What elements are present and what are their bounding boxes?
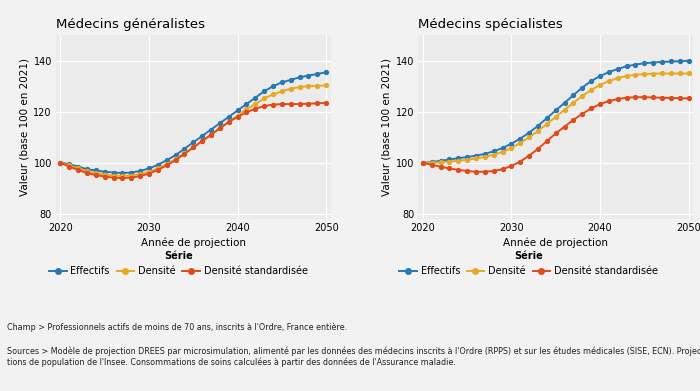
- Legend: Effectifs, Densité, Densité standardisée: Effectifs, Densité, Densité standardisée: [46, 247, 312, 280]
- Text: Sources > Modèle de projection DREES par microsimulation, alimenté par les donné: Sources > Modèle de projection DREES par…: [7, 346, 700, 366]
- Text: Médecins généralistes: Médecins généralistes: [56, 18, 205, 31]
- Y-axis label: Valeur (base 100 en 2021): Valeur (base 100 en 2021): [382, 58, 391, 196]
- Y-axis label: Valeur (base 100 en 2021): Valeur (base 100 en 2021): [19, 58, 29, 196]
- Text: Médecins spécialistes: Médecins spécialistes: [419, 18, 564, 31]
- Text: Champ > Professionnels actifs de moins de 70 ans, inscrits à l'Ordre, France ent: Champ > Professionnels actifs de moins d…: [7, 323, 347, 332]
- X-axis label: Année de projection: Année de projection: [141, 237, 246, 248]
- Legend: Effectifs, Densité, Densité standardisée: Effectifs, Densité, Densité standardisée: [395, 247, 662, 280]
- X-axis label: Année de projection: Année de projection: [503, 237, 608, 248]
